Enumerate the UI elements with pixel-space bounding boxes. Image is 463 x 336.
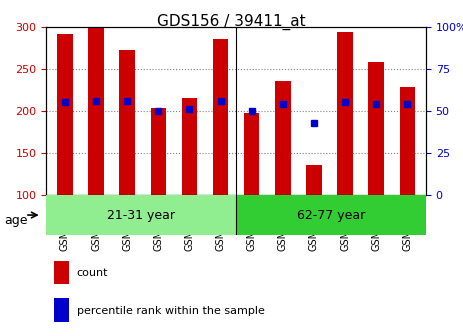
Bar (150, 108, 166, 195)
Bar (213, 40, 228, 195)
Bar (181, 98, 197, 195)
Bar (244, 113, 259, 195)
Bar (275, 82, 291, 195)
Bar (306, 166, 322, 195)
Bar (400, 86, 415, 195)
Bar (88, 27, 104, 195)
Text: percentile rank within the sample: percentile rank within the sample (77, 306, 264, 316)
Text: 21-31 year: 21-31 year (107, 209, 175, 221)
Bar (54, 261, 69, 284)
Bar (57, 34, 73, 195)
Bar (119, 50, 135, 195)
Bar (369, 62, 384, 195)
Text: 62-77 year: 62-77 year (297, 209, 365, 221)
Bar (54, 298, 69, 322)
Text: age: age (5, 214, 28, 226)
Bar (337, 32, 353, 195)
Text: GDS156 / 39411_at: GDS156 / 39411_at (157, 13, 306, 30)
FancyBboxPatch shape (236, 195, 426, 235)
FancyBboxPatch shape (46, 195, 236, 235)
Text: count: count (77, 268, 108, 278)
